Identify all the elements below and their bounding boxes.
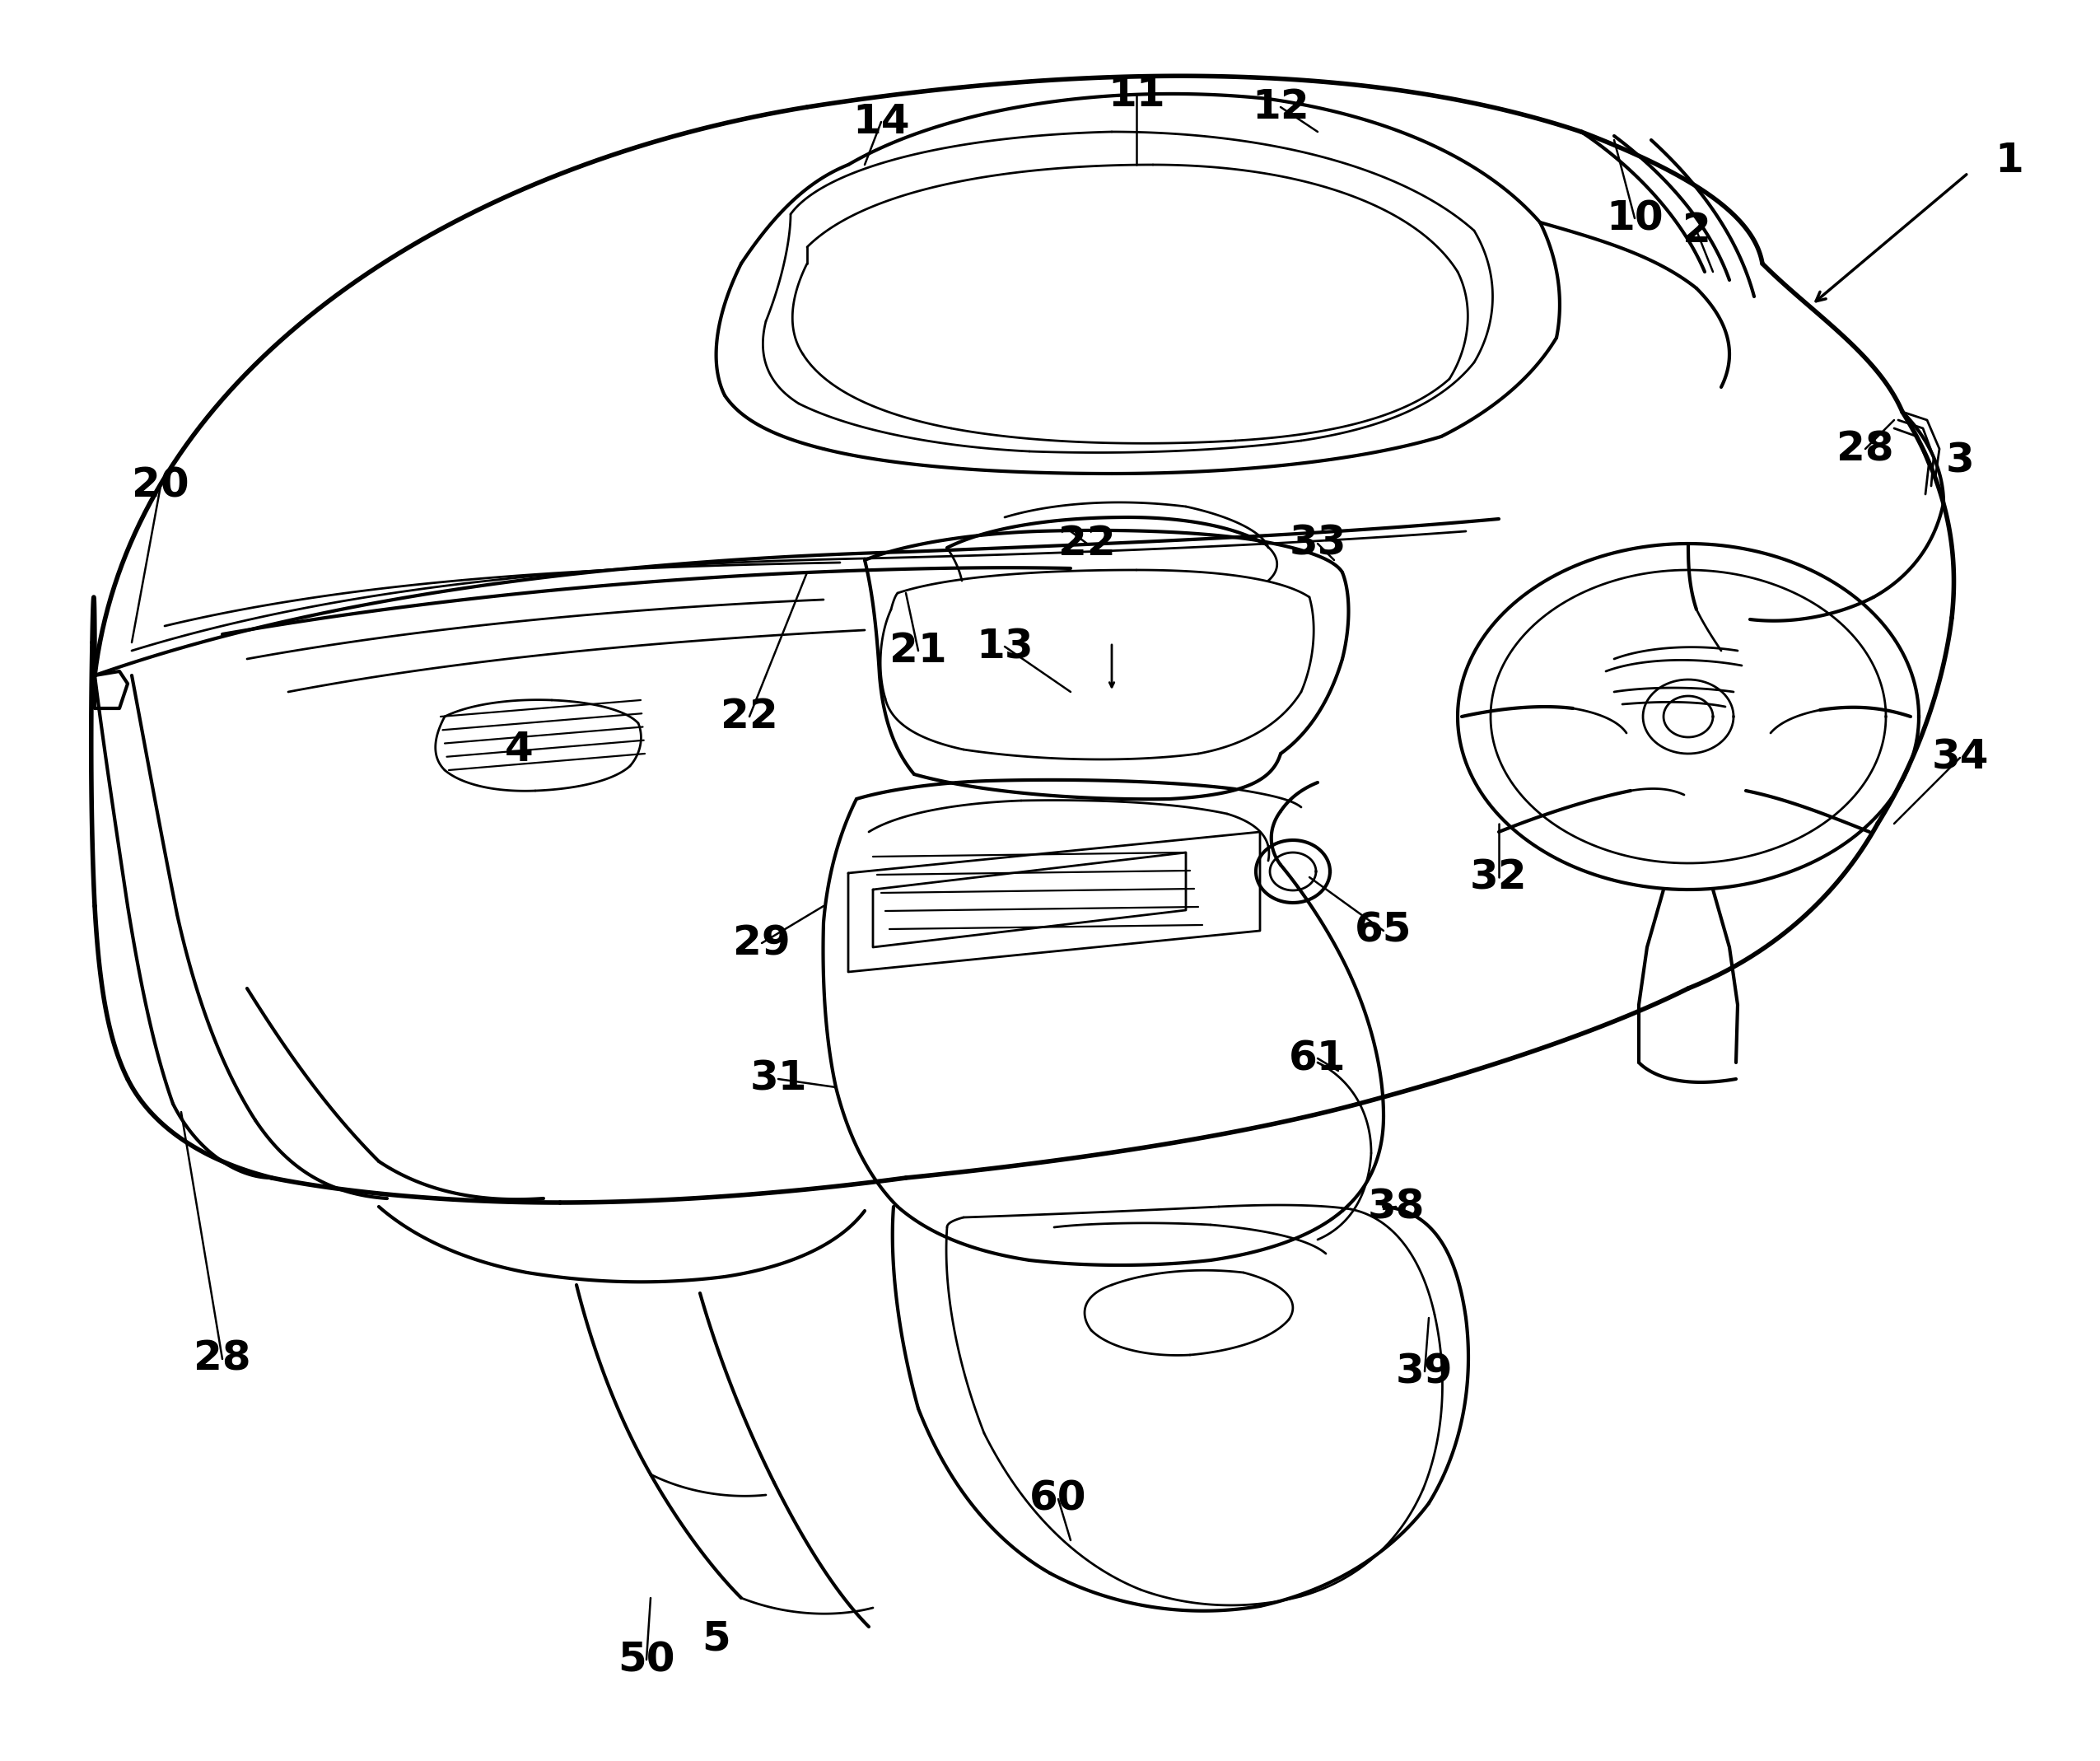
Text: 4: 4	[504, 729, 533, 770]
Text: 39: 39	[1396, 1352, 1453, 1391]
Text: 65: 65	[1354, 910, 1411, 951]
Text: 22: 22	[720, 697, 779, 736]
Text: 61: 61	[1289, 1039, 1346, 1078]
Text: 11: 11	[1109, 76, 1166, 114]
Text: 28: 28	[1838, 430, 1894, 468]
Text: 38: 38	[1367, 1187, 1424, 1226]
Text: 28: 28	[193, 1340, 252, 1379]
Text: 3: 3	[1947, 442, 1974, 481]
Text: 14: 14	[853, 102, 909, 141]
Text: 60: 60	[1029, 1479, 1088, 1518]
Text: 21: 21	[890, 630, 947, 671]
Text: 50: 50	[617, 1639, 674, 1680]
Text: 20: 20	[132, 467, 189, 505]
Text: 31: 31	[750, 1058, 806, 1099]
Text: 32: 32	[1470, 858, 1527, 896]
Text: 1: 1	[1995, 141, 2024, 180]
Text: 5: 5	[701, 1620, 731, 1659]
Text: 13: 13	[976, 627, 1033, 666]
Text: 2: 2	[1682, 211, 1712, 250]
Text: 12: 12	[1252, 88, 1308, 127]
Text: 10: 10	[1606, 199, 1663, 238]
Text: 33: 33	[1289, 523, 1346, 564]
Text: 29: 29	[733, 923, 790, 963]
Text: 34: 34	[1932, 738, 1989, 778]
Text: 22: 22	[1058, 523, 1115, 564]
